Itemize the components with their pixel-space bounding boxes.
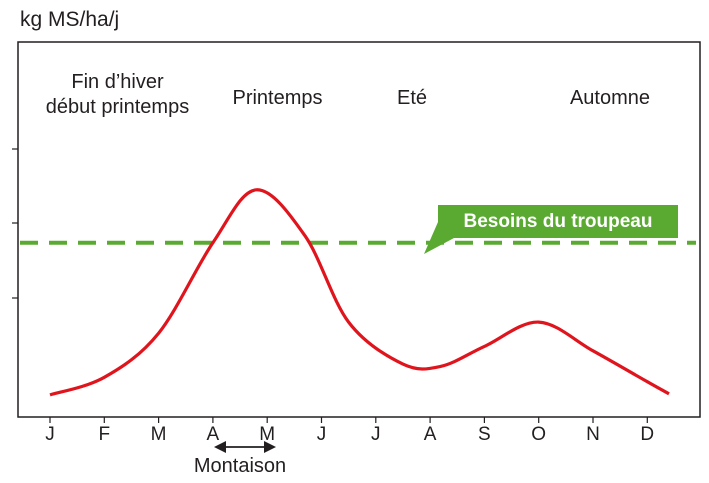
- legend-pointer: [424, 222, 454, 254]
- season-label-ete: Eté: [396, 87, 428, 109]
- month-label: A: [207, 424, 220, 445]
- month-label: M: [259, 424, 275, 445]
- month-label: S: [478, 424, 491, 445]
- month-label: A: [424, 424, 437, 445]
- month-label: N: [586, 424, 600, 445]
- month-label: J: [317, 424, 327, 445]
- month-label: J: [45, 424, 55, 445]
- month-label: M: [151, 424, 167, 445]
- month-label: O: [531, 424, 546, 445]
- month-label: J: [371, 424, 381, 445]
- season-label-automne: Automne: [569, 87, 651, 109]
- season-label-fin-hiver: Fin d’hiver début printemps: [45, 71, 190, 118]
- plot-frame: [17, 41, 701, 418]
- grass-growth-curve: [49, 188, 670, 397]
- legend-besoins: Besoins du troupeau: [438, 205, 678, 238]
- month-label: F: [98, 424, 110, 445]
- month-label: D: [640, 424, 654, 445]
- montaison-label: Montaison: [193, 455, 287, 477]
- montaison-arrow: [214, 441, 276, 453]
- y-axis-unit: kg MS/ha/j: [20, 8, 120, 31]
- season-label-printemps: Printemps: [232, 87, 323, 109]
